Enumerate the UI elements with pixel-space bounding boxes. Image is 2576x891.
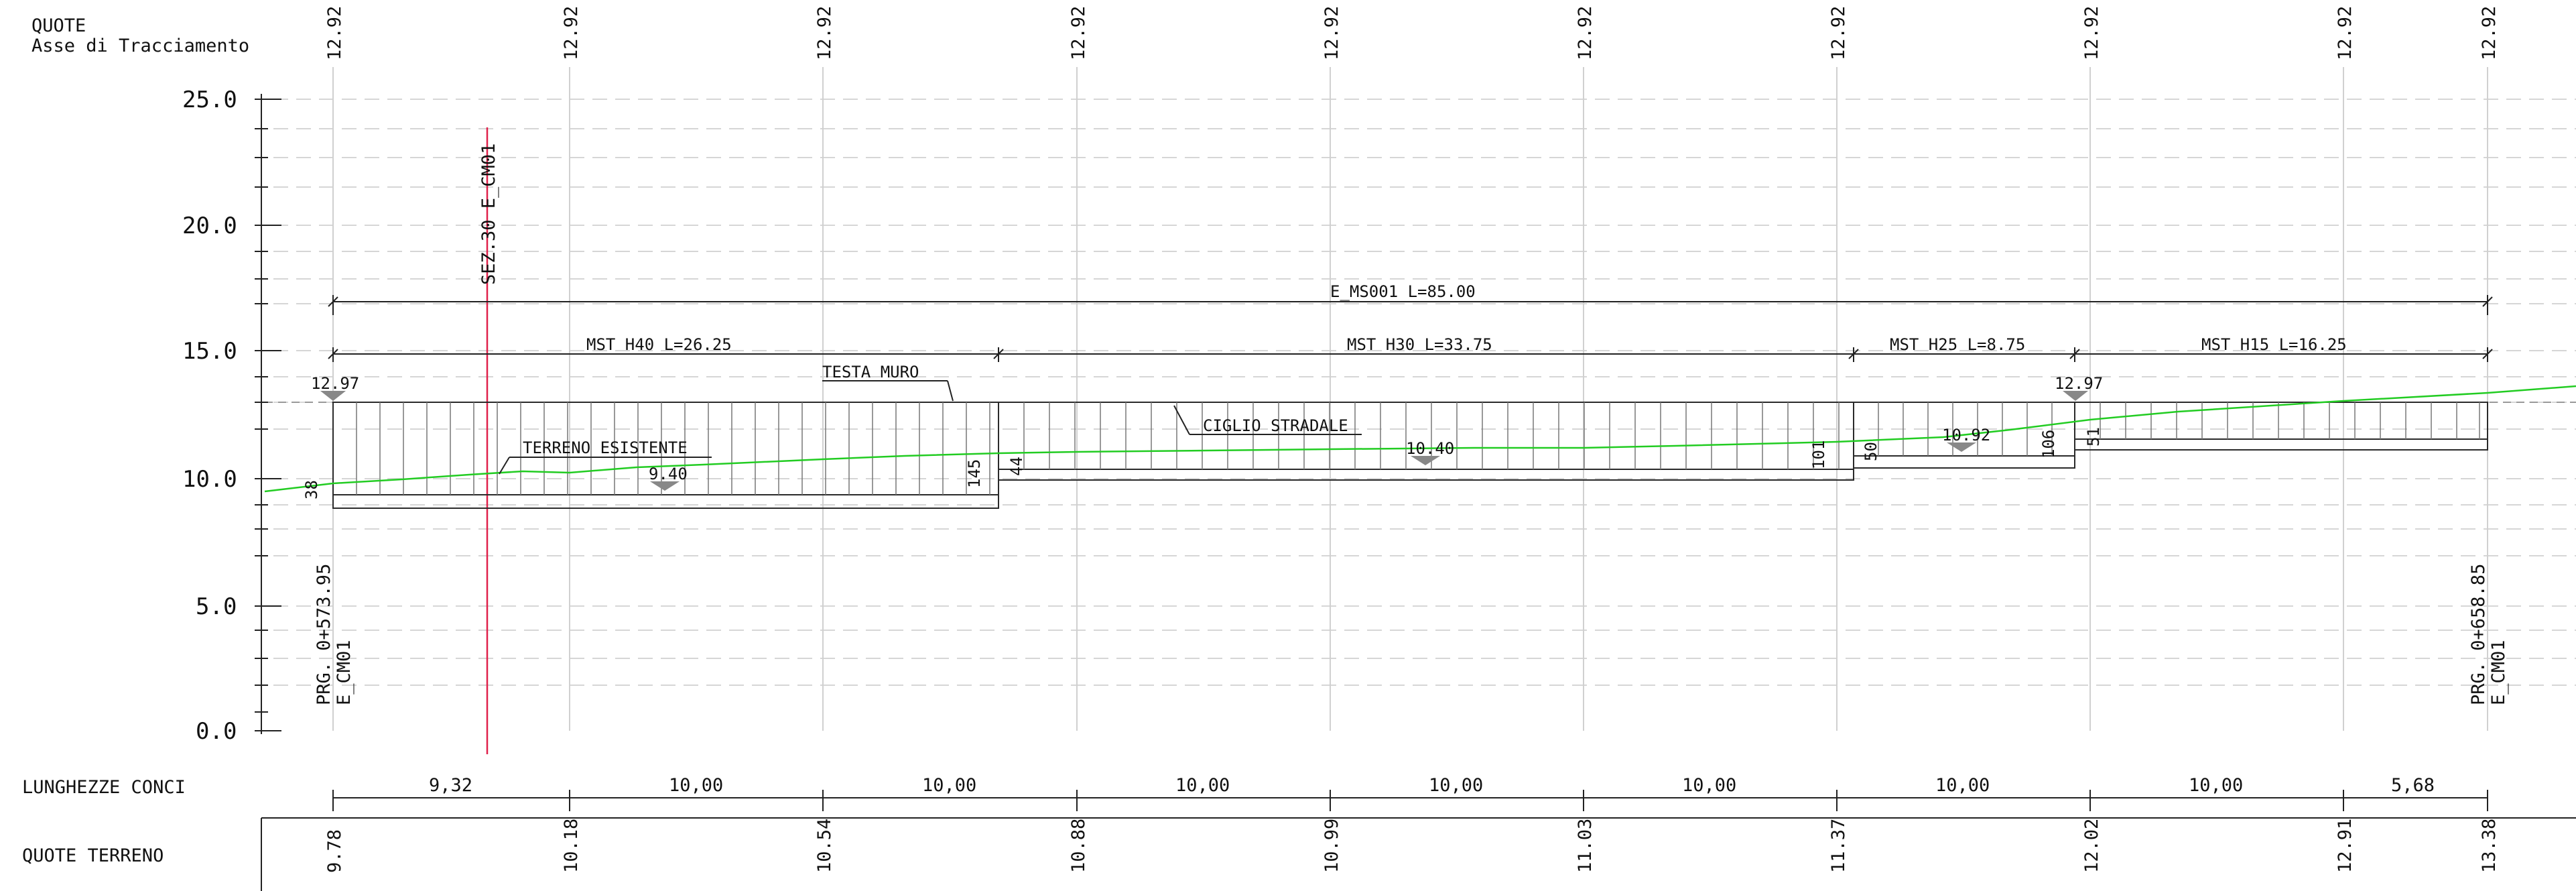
y-label-10: 10.0 bbox=[182, 466, 237, 493]
section-marker: SEZ.30 E_CM01 bbox=[478, 127, 499, 754]
station-lines bbox=[332, 67, 2488, 731]
grid-lines bbox=[265, 99, 2576, 686]
chainage-start: PRG. 0+573.95 bbox=[314, 564, 334, 705]
segment-label: MST H15 L=16.25 bbox=[2201, 335, 2347, 354]
segment-label: MST H25 L=8.75 bbox=[1890, 335, 2025, 354]
quote-terreno-label: QUOTE TERRENO bbox=[22, 845, 164, 866]
y-label-25: 25.0 bbox=[182, 86, 237, 113]
annotations: 12.97 12.97 TESTA MURO CIGLIO STRADALE T… bbox=[302, 363, 2103, 499]
chainage-labels: PRG. 0+573.95 E_CM01 PRG. 0+658.85 E_CM0… bbox=[314, 564, 2509, 705]
chainage-end-code: E_CM01 bbox=[2488, 640, 2509, 705]
y-label-20: 20.0 bbox=[182, 213, 237, 239]
height-label: 44 bbox=[1007, 457, 1026, 476]
quote-terreno-value: 11.03 bbox=[1575, 819, 1596, 873]
y-label-5: 5.0 bbox=[196, 593, 237, 620]
segment-dimensions: MST H40 L=26.25 MST H30 L=33.75 MST H25 … bbox=[328, 335, 2493, 362]
elev-label-right: 12.97 bbox=[2055, 374, 2103, 393]
terreno-label: TERRENO ESISTENTE bbox=[523, 438, 688, 457]
y-label-0: 0.0 bbox=[196, 718, 237, 745]
header-asse: Asse di Tracciamento bbox=[31, 36, 249, 56]
elevation-markers bbox=[320, 391, 2088, 491]
y-label-15: 15.0 bbox=[182, 338, 237, 365]
lunghezze-value: 5,68 bbox=[2391, 775, 2435, 796]
base-elev: 10.92 bbox=[1942, 426, 1990, 444]
segment-label: MST H30 L=33.75 bbox=[1347, 335, 1492, 354]
chainage-end: PRG. 0+658.85 bbox=[2468, 564, 2489, 705]
lunghezze-label: LUNGHEZZE CONCI bbox=[22, 777, 186, 798]
wall-structures bbox=[332, 402, 2488, 509]
overall-dimension-label: E_MS001 L=85.00 bbox=[1330, 282, 1476, 301]
lunghezze-value: 10,00 bbox=[669, 775, 723, 796]
lunghezze-value: 9,32 bbox=[429, 775, 472, 796]
ground-line bbox=[264, 385, 2576, 493]
quote-terreno-value: 11.37 bbox=[1828, 819, 1849, 873]
lunghezze-value: 10,00 bbox=[1175, 775, 1230, 796]
quote-terreno-value: 10.54 bbox=[814, 819, 835, 873]
base-elev: 9.40 bbox=[649, 465, 688, 483]
top-elev: 12.92 bbox=[1068, 6, 1089, 60]
overall-dimension: E_MS001 L=85.00 bbox=[328, 282, 2493, 315]
top-elev: 12.92 bbox=[1322, 6, 1342, 60]
base-elev: 10.40 bbox=[1406, 439, 1454, 458]
top-elevations: 12.92 12.92 12.92 12.92 12.92 12.92 12.9… bbox=[324, 6, 2500, 60]
y-axis: 25.0 20.0 15.0 10.0 5.0 0.0 bbox=[182, 86, 281, 745]
top-elev: 12.92 bbox=[324, 6, 345, 60]
quote-terreno-value: 10.99 bbox=[1322, 819, 1342, 873]
section-marker-label: SEZ.30 E_CM01 bbox=[478, 143, 499, 285]
testa-muro-label: TESTA MURO bbox=[822, 363, 919, 381]
quote-terreno-value: 12.02 bbox=[2081, 819, 2102, 873]
top-elev: 12.92 bbox=[1828, 6, 1849, 60]
top-elev: 12.92 bbox=[561, 6, 582, 60]
quote-terreno-row: QUOTE TERRENO 9.78 10.18 10.54 10.88 10.… bbox=[22, 817, 2576, 891]
height-label: 50 bbox=[1862, 442, 1880, 461]
lunghezze-row: LUNGHEZZE CONCI 9,32 10,00 10,00 10,00 1… bbox=[22, 775, 2488, 811]
quote-terreno-value: 9.78 bbox=[324, 829, 345, 873]
height-label: 101 bbox=[1809, 440, 1828, 469]
quote-terreno-value: 13.38 bbox=[2479, 819, 2500, 873]
quote-terreno-value: 10.18 bbox=[561, 819, 582, 873]
height-label: 51 bbox=[2084, 427, 2103, 447]
lunghezze-value: 10,00 bbox=[922, 775, 976, 796]
quote-terreno-value: 12.91 bbox=[2335, 819, 2356, 873]
elev-label-left: 12.97 bbox=[311, 374, 359, 393]
chainage-start-code: E_CM01 bbox=[334, 640, 355, 705]
header-quote: QUOTE bbox=[31, 15, 86, 36]
height-label: 145 bbox=[965, 459, 984, 488]
lunghezze-value: 10,00 bbox=[1935, 775, 1990, 796]
segment-label: MST H40 L=26.25 bbox=[586, 335, 732, 354]
top-elev: 12.92 bbox=[2335, 6, 2356, 60]
height-label: 38 bbox=[302, 480, 321, 499]
height-label: 106 bbox=[2039, 430, 2058, 459]
top-elev: 12.92 bbox=[814, 6, 835, 60]
lunghezze-value: 10,00 bbox=[1429, 775, 1483, 796]
top-elev: 12.92 bbox=[2479, 6, 2500, 60]
ciglio-label: CIGLIO STRADALE bbox=[1203, 416, 1348, 435]
top-elev: 12.92 bbox=[2081, 6, 2102, 60]
top-elev: 12.92 bbox=[1575, 6, 1596, 60]
lunghezze-value: 10,00 bbox=[2189, 775, 2243, 796]
lunghezze-value: 10,00 bbox=[1682, 775, 1736, 796]
quote-terreno-value: 10.88 bbox=[1068, 819, 1089, 873]
